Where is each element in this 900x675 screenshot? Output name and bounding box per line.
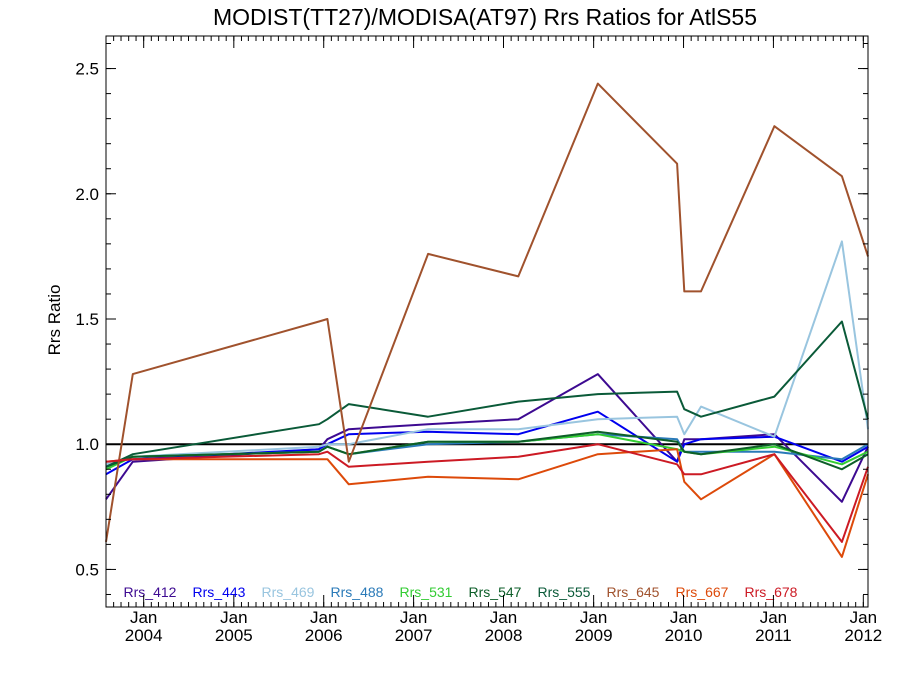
- y-tick-label: 1.5: [75, 310, 99, 329]
- x-tick-label-year: 2007: [395, 626, 433, 645]
- legend-entry: Rrs_547: [469, 584, 522, 600]
- series-line-rrs-469: [105, 240, 869, 466]
- x-tick-label-month: Jan: [130, 608, 157, 627]
- x-tick-label-year: 2011: [755, 626, 792, 645]
- legend-entry: Rrs_555: [538, 584, 591, 600]
- legend-entry: Rrs_412: [124, 584, 177, 600]
- plot-area: [105, 82, 869, 558]
- x-tick-label-month: Jan: [850, 608, 877, 627]
- x-tick-label-year: 2012: [844, 626, 882, 645]
- legend-entry: Rrs_678: [745, 584, 798, 600]
- legend-entry: Rrs_645: [607, 584, 660, 600]
- plot-frame: [105, 35, 869, 608]
- y-tick-label: 2.0: [75, 185, 99, 204]
- x-tick-label-month: Jan: [670, 608, 697, 627]
- x-tick-label-month: Jan: [580, 608, 607, 627]
- y-axis-label: Rrs Ratio: [45, 285, 64, 356]
- y-axis: 0.5 1.0 1.5 2.0 2.5: [75, 43, 868, 595]
- series-line-rrs-555: [105, 320, 869, 468]
- x-tick-label-month: Jan: [490, 608, 517, 627]
- series-line-rrs-678: [105, 443, 869, 543]
- chart-title: MODIST(TT27)/MODISA(AT97) Rrs Ratios for…: [213, 4, 757, 30]
- x-tick-label-year: 2010: [665, 626, 703, 645]
- legend-entry: Rrs_469: [262, 584, 315, 600]
- x-tick-label-month: Jan: [220, 608, 247, 627]
- x-tick-label-month: Jan: [760, 608, 787, 627]
- x-tick-label-year: 2005: [215, 626, 253, 645]
- x-tick-label-month: Jan: [310, 608, 337, 627]
- x-axis: Jan2004Jan2005Jan2006Jan2007Jan2008Jan20…: [105, 36, 882, 645]
- series-line-rrs-547: [105, 430, 869, 471]
- legend-entry: Rrs_531: [400, 584, 453, 600]
- x-tick-label-year: 2008: [485, 626, 523, 645]
- y-tick-label: 0.5: [75, 560, 99, 579]
- legend-entry: Rrs_443: [193, 584, 246, 600]
- x-tick-label-year: 2009: [575, 626, 613, 645]
- series-line-rrs-443: [105, 410, 869, 476]
- x-tick-label-year: 2004: [125, 626, 163, 645]
- y-tick-label: 1.0: [75, 435, 99, 454]
- x-tick-label-month: Jan: [400, 608, 427, 627]
- y-tick-label: 2.5: [75, 60, 99, 79]
- x-tick-label-year: 2006: [305, 626, 343, 645]
- series-line-rrs-667: [105, 448, 869, 558]
- series-line-rrs-645: [105, 82, 869, 543]
- legend: Rrs_412 Rrs_443 Rrs_469 Rrs_488 Rrs_531 Rrs_5…: [124, 584, 798, 600]
- legend-entry: Rrs_667: [676, 584, 729, 600]
- legend-entry: Rrs_488: [331, 584, 384, 600]
